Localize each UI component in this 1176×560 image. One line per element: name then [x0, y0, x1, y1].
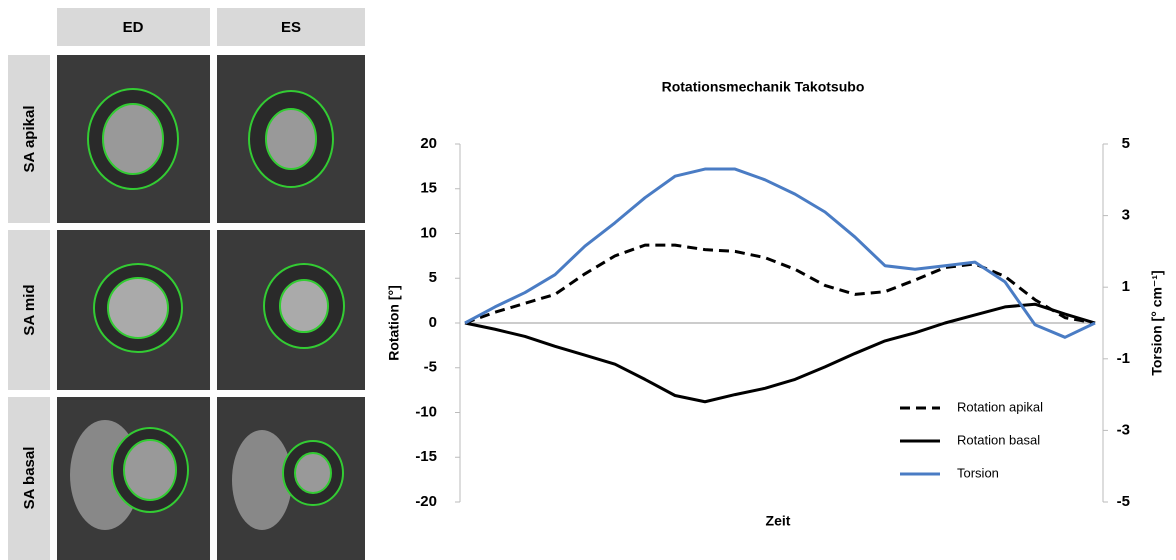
mri-image — [217, 55, 365, 223]
y-tick-label: -15 — [415, 448, 437, 465]
row-label: SA basal — [21, 447, 38, 510]
y2-tick-label: 1 — [1122, 278, 1130, 295]
legend-label: Torsion — [957, 465, 999, 480]
mri-image — [57, 55, 210, 223]
mri-image — [57, 230, 210, 390]
y-tick-label: 5 — [429, 269, 437, 286]
series-line — [465, 169, 1095, 337]
y-axis-label: Rotation [°] — [386, 285, 402, 361]
y-tick-label: 15 — [420, 180, 437, 197]
mri-image — [217, 397, 365, 560]
legend-label: Rotation apikal — [957, 399, 1043, 414]
mri-image — [217, 230, 365, 390]
column-label: ED — [123, 19, 144, 36]
y2-tick-label: -1 — [1117, 350, 1130, 367]
y2-axis-label: Torsion [° cm⁻¹] — [1149, 270, 1165, 375]
y2-tick-label: 5 — [1122, 135, 1130, 152]
x-axis-label: Zeit — [766, 513, 791, 529]
series-line — [465, 304, 1095, 402]
y2-tick-label: -3 — [1117, 421, 1130, 438]
mri-image — [57, 397, 210, 560]
y-tick-label: 10 — [420, 224, 437, 241]
figure: ED ES SA apikal SA mid SA basal — [0, 0, 1176, 560]
y-tick-label: -20 — [415, 493, 437, 510]
chart-title: Rotationsmechanik Takotsubo — [662, 79, 865, 95]
y-tick-label: 0 — [429, 314, 437, 331]
row-label: SA mid — [21, 284, 38, 335]
y-tick-label: 20 — [420, 135, 437, 152]
legend-label: Rotation basal — [957, 432, 1040, 447]
mri-panels: ED ES SA apikal SA mid SA basal — [8, 8, 365, 560]
y-tick-label: -5 — [424, 359, 437, 376]
column-label: ES — [281, 19, 301, 36]
y-tick-label: -10 — [415, 403, 437, 420]
series-line — [465, 245, 1095, 323]
row-label: SA apikal — [21, 106, 38, 173]
y2-tick-label: 3 — [1122, 207, 1130, 224]
y2-tick-label: -5 — [1117, 493, 1130, 510]
